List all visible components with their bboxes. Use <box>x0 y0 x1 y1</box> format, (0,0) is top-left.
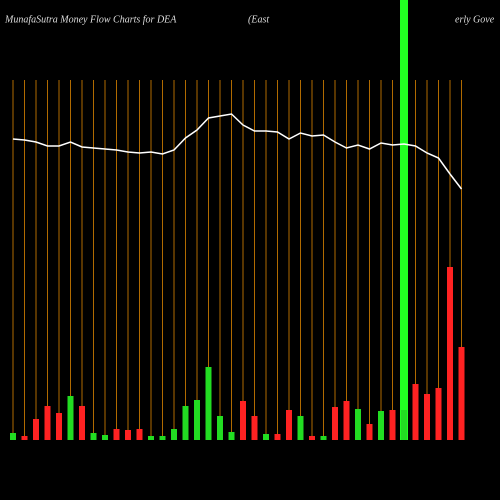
chart-title: MunafaSutra Money Flow Charts for DEA <box>4 14 177 25</box>
bar <box>182 406 189 440</box>
bar <box>56 413 62 440</box>
bar <box>171 429 177 440</box>
bar <box>251 416 258 440</box>
bar <box>378 411 384 440</box>
bar <box>228 432 235 440</box>
bar <box>286 410 292 440</box>
bar <box>309 436 315 440</box>
bar <box>90 433 97 440</box>
bar <box>458 347 465 440</box>
bar <box>205 367 212 440</box>
bar <box>125 430 131 440</box>
bar <box>33 419 39 440</box>
bar <box>263 434 269 440</box>
bar <box>194 400 200 440</box>
bar <box>148 436 154 440</box>
bar <box>297 416 304 440</box>
bar <box>320 436 327 440</box>
bar <box>274 434 281 440</box>
bar <box>435 388 442 440</box>
highlight <box>400 0 408 440</box>
bar <box>10 433 16 440</box>
bar <box>389 410 396 440</box>
money-flow-line <box>12 113 463 190</box>
bar <box>102 435 108 440</box>
bar <box>424 394 430 440</box>
chart-subtitle: (East <box>248 14 269 25</box>
bar <box>217 416 223 440</box>
bar <box>67 396 74 440</box>
bar <box>240 401 246 440</box>
bar <box>136 429 143 440</box>
bar <box>412 384 419 440</box>
bar <box>44 406 51 440</box>
bar <box>113 429 120 440</box>
bar <box>343 401 350 440</box>
bar <box>159 436 166 440</box>
bar <box>332 407 338 440</box>
bar <box>366 424 373 440</box>
bar <box>447 267 453 440</box>
bar <box>79 406 85 440</box>
chart-subtitle: erly Gove <box>455 14 495 25</box>
bar <box>21 436 28 440</box>
bar <box>355 409 361 440</box>
bar <box>401 410 407 440</box>
